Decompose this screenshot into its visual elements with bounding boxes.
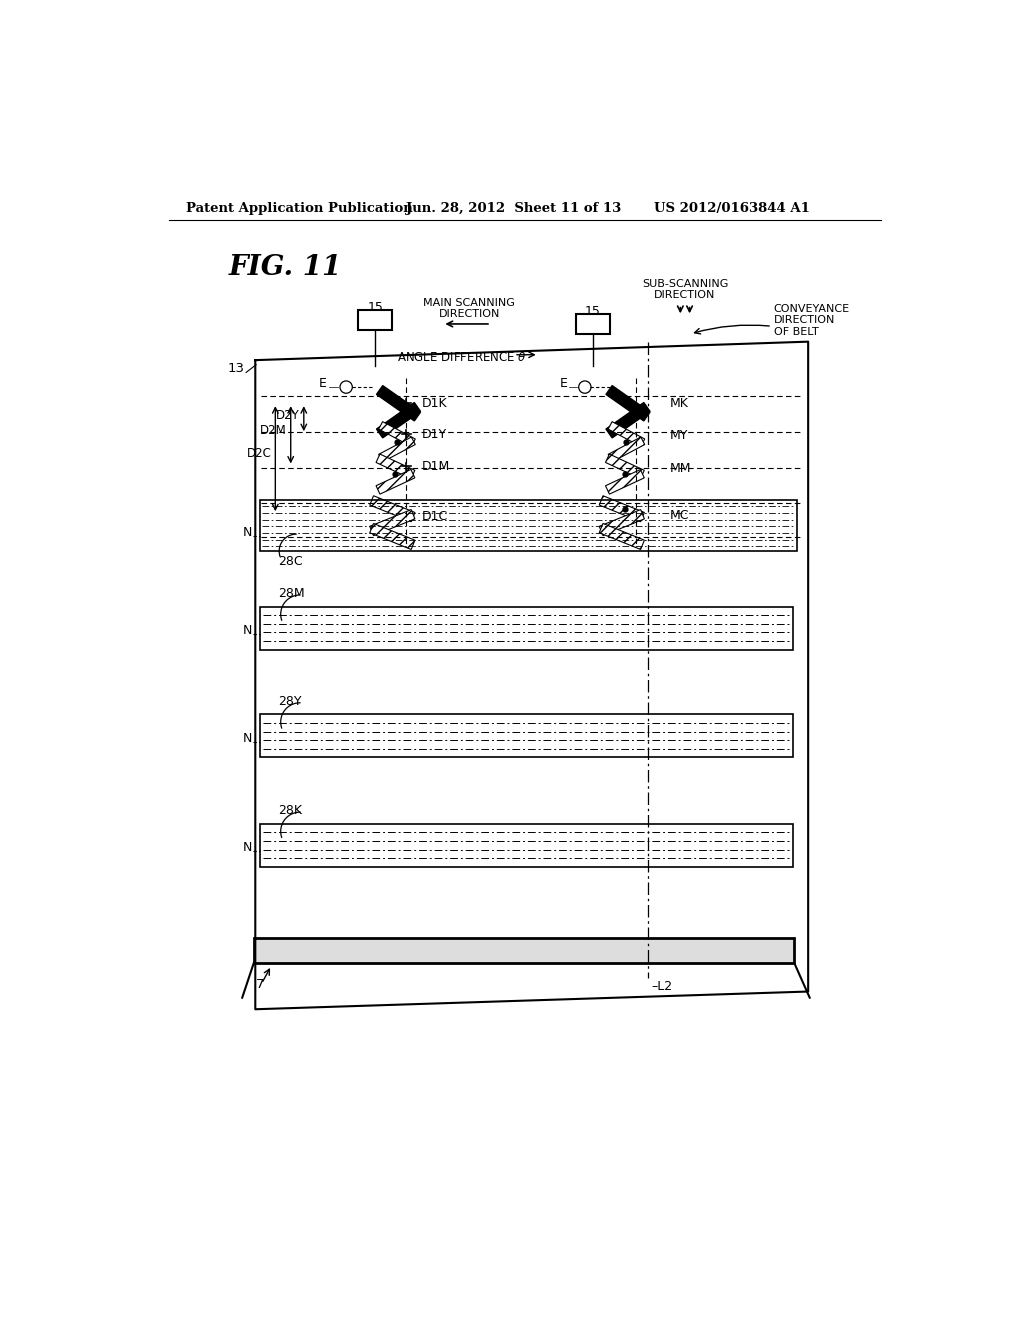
Polygon shape: [606, 403, 650, 438]
Text: 28C: 28C: [279, 554, 303, 568]
Text: FIG. 11: FIG. 11: [229, 255, 342, 281]
Polygon shape: [605, 454, 644, 479]
Polygon shape: [599, 496, 644, 521]
Polygon shape: [379, 437, 416, 462]
Text: N: N: [243, 733, 252, 744]
Polygon shape: [379, 421, 416, 446]
Text: MY: MY: [670, 429, 688, 442]
Text: MK: MK: [670, 397, 688, 411]
Text: –L2: –L2: [651, 979, 672, 993]
FancyBboxPatch shape: [575, 314, 609, 334]
Text: MC: MC: [670, 508, 689, 521]
Text: MM: MM: [670, 462, 691, 475]
Polygon shape: [376, 454, 415, 479]
Polygon shape: [370, 510, 415, 536]
Text: D1C: D1C: [422, 511, 447, 523]
Text: D2C: D2C: [247, 447, 271, 461]
Text: D2M: D2M: [260, 424, 287, 437]
Text: Jun. 28, 2012  Sheet 11 of 13: Jun. 28, 2012 Sheet 11 of 13: [407, 202, 622, 215]
Text: D2Y: D2Y: [276, 409, 300, 421]
Text: 13: 13: [227, 363, 245, 375]
Text: D1K: D1K: [422, 397, 447, 411]
Text: US 2012/0163844 A1: US 2012/0163844 A1: [654, 202, 810, 215]
Text: 15: 15: [585, 305, 600, 318]
Polygon shape: [376, 470, 415, 494]
Polygon shape: [606, 385, 650, 421]
FancyBboxPatch shape: [254, 937, 795, 964]
Polygon shape: [599, 510, 644, 536]
Polygon shape: [605, 470, 644, 494]
Text: N: N: [243, 841, 252, 854]
Text: 28K: 28K: [279, 804, 302, 817]
Polygon shape: [370, 496, 415, 521]
Text: N: N: [243, 525, 252, 539]
Text: D1M: D1M: [422, 461, 450, 474]
FancyBboxPatch shape: [260, 607, 793, 649]
Polygon shape: [608, 421, 645, 446]
Text: D1Y: D1Y: [422, 428, 446, 441]
Polygon shape: [370, 524, 415, 549]
FancyBboxPatch shape: [260, 824, 793, 867]
Text: 28M: 28M: [279, 587, 305, 601]
Text: 28Y: 28Y: [279, 696, 302, 708]
Text: CONVEYANCE
DIRECTION
OF BELT: CONVEYANCE DIRECTION OF BELT: [773, 304, 850, 337]
FancyBboxPatch shape: [358, 310, 392, 330]
Polygon shape: [377, 385, 421, 421]
Polygon shape: [599, 524, 644, 549]
Text: SUB-SCANNING
DIRECTION: SUB-SCANNING DIRECTION: [642, 279, 728, 300]
Text: MAIN SCANNING
DIRECTION: MAIN SCANNING DIRECTION: [423, 298, 515, 319]
Polygon shape: [377, 403, 421, 438]
Text: Patent Application Publication: Patent Application Publication: [186, 202, 413, 215]
Text: 7: 7: [256, 978, 264, 991]
Text: 15: 15: [368, 301, 383, 314]
Polygon shape: [608, 437, 645, 462]
Text: ANGLE DIFFERENCE $\theta$: ANGLE DIFFERENCE $\theta$: [396, 351, 526, 363]
Text: E: E: [319, 378, 327, 391]
FancyBboxPatch shape: [260, 714, 793, 758]
Text: N: N: [243, 624, 252, 638]
Text: E: E: [559, 378, 567, 391]
